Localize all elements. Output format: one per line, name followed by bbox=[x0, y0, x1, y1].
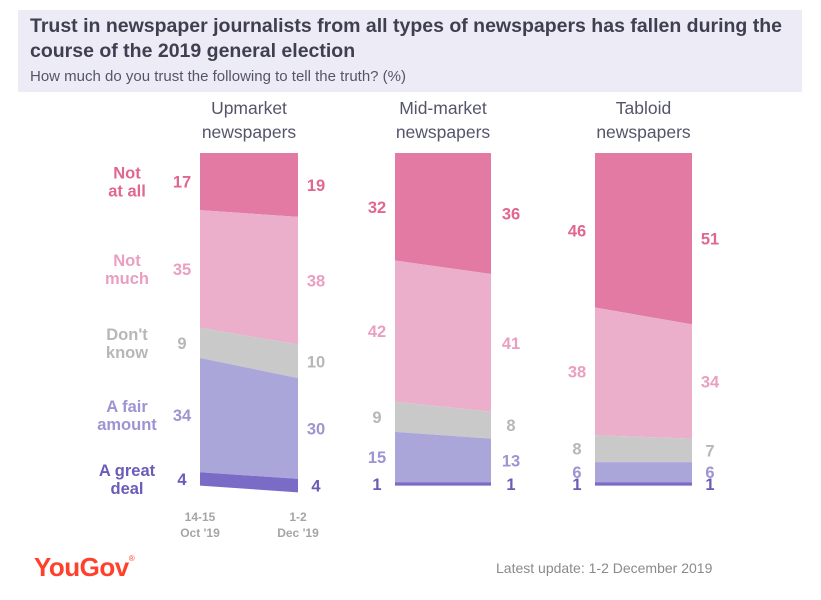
category-label-great-deal: A great bbox=[99, 462, 156, 480]
area-upmarket-fair-amount bbox=[200, 357, 298, 479]
panel-title-mid-market: newspapers bbox=[396, 122, 491, 142]
category-label-dont-know: Don't bbox=[106, 326, 148, 344]
value-label-end-tabloid-not-at-all: 51 bbox=[701, 231, 719, 249]
x-label-start: 14-15 bbox=[185, 510, 216, 524]
value-label-start-upmarket-fair-amount: 34 bbox=[173, 407, 192, 425]
yougov-logo: YouGov® bbox=[34, 552, 135, 582]
value-label-end-upmarket-not-at-all: 19 bbox=[307, 177, 325, 195]
value-label-end-tabloid-not-much: 34 bbox=[701, 373, 720, 391]
value-label-end-mid-market-fair-amount: 13 bbox=[502, 452, 520, 470]
value-label-end-tabloid-great-deal: 1 bbox=[705, 476, 714, 494]
x-label-start: Oct '19 bbox=[180, 526, 220, 540]
area-mid-market-dont-know bbox=[395, 401, 491, 439]
area-tabloid-not-at-all bbox=[595, 153, 692, 325]
value-label-start-upmarket-not-at-all: 17 bbox=[173, 174, 191, 192]
category-label-fair-amount: amount bbox=[97, 416, 157, 434]
value-label-start-tabloid-great-deal: 1 bbox=[572, 476, 581, 494]
value-label-start-tabloid-not-at-all: 46 bbox=[568, 222, 586, 240]
area-upmarket-dont-know bbox=[200, 327, 298, 379]
area-mid-market-not-at-all bbox=[395, 153, 491, 274]
value-label-start-tabloid-fair-amount: 6 bbox=[572, 464, 581, 482]
area-upmarket-not-much bbox=[200, 210, 298, 345]
area-tabloid-fair-amount bbox=[595, 462, 692, 483]
category-label-not-much: much bbox=[105, 270, 149, 288]
category-label-dont-know: know bbox=[106, 344, 148, 362]
value-label-start-mid-market-not-much: 42 bbox=[368, 323, 386, 341]
value-label-start-tabloid-dont-know: 8 bbox=[572, 441, 581, 459]
area-tabloid-not-much bbox=[595, 307, 692, 439]
value-label-end-upmarket-not-much: 38 bbox=[307, 273, 325, 291]
category-label-not-at-all: Not bbox=[113, 165, 141, 183]
value-label-end-mid-market-dont-know: 8 bbox=[506, 417, 515, 435]
value-label-end-upmarket-dont-know: 10 bbox=[307, 353, 325, 371]
value-label-start-mid-market-fair-amount: 15 bbox=[368, 449, 386, 467]
chart-title: Trust in newspaper journalists from all … bbox=[30, 15, 782, 62]
panel-title-tabloid: Tabloid bbox=[616, 98, 671, 118]
area-mid-market-fair-amount bbox=[395, 431, 491, 483]
category-label-great-deal: deal bbox=[110, 480, 143, 498]
value-label-end-mid-market-not-at-all: 36 bbox=[502, 205, 520, 223]
panel-title-upmarket: newspapers bbox=[202, 122, 297, 142]
area-mid-market-not-much bbox=[395, 260, 491, 412]
panel-title-upmarket: Upmarket bbox=[211, 98, 287, 118]
value-label-start-mid-market-not-at-all: 32 bbox=[368, 199, 386, 217]
area-upmarket-great-deal bbox=[200, 472, 298, 493]
latest-update-note: Latest update: 1-2 December 2019 bbox=[496, 560, 713, 576]
value-label-start-tabloid-not-much: 38 bbox=[568, 363, 586, 381]
category-label-fair-amount: A fair bbox=[106, 398, 148, 416]
value-label-start-upmarket-great-deal: 4 bbox=[177, 471, 187, 489]
area-tabloid-dont-know bbox=[595, 435, 692, 463]
area-tabloid-great-deal bbox=[595, 482, 692, 486]
area-mid-market-great-deal bbox=[395, 482, 491, 486]
header-background bbox=[18, 10, 802, 92]
value-label-end-upmarket-fair-amount: 30 bbox=[307, 421, 325, 439]
value-label-start-upmarket-dont-know: 9 bbox=[177, 335, 186, 353]
value-label-end-tabloid-fair-amount: 6 bbox=[705, 464, 714, 482]
value-label-end-mid-market-not-much: 41 bbox=[502, 335, 520, 353]
category-label-not-at-all: at all bbox=[108, 183, 146, 201]
value-label-start-upmarket-not-much: 35 bbox=[173, 261, 191, 279]
panel-title-tabloid: newspapers bbox=[596, 122, 691, 142]
x-label-end: 1-2 bbox=[289, 510, 307, 524]
value-label-end-mid-market-great-deal: 1 bbox=[506, 476, 515, 494]
area-upmarket-not-at-all bbox=[200, 153, 298, 217]
panel-title-mid-market: Mid-market bbox=[399, 98, 487, 118]
value-label-start-mid-market-dont-know: 9 bbox=[372, 409, 381, 427]
value-label-start-mid-market-great-deal: 1 bbox=[372, 476, 381, 494]
chart-subtitle: How much do you trust the following to t… bbox=[30, 68, 407, 85]
category-label-not-much: Not bbox=[113, 252, 141, 270]
value-label-end-tabloid-dont-know: 7 bbox=[705, 442, 714, 460]
value-label-end-upmarket-great-deal: 4 bbox=[311, 478, 321, 496]
x-label-end: Dec '19 bbox=[277, 526, 319, 540]
